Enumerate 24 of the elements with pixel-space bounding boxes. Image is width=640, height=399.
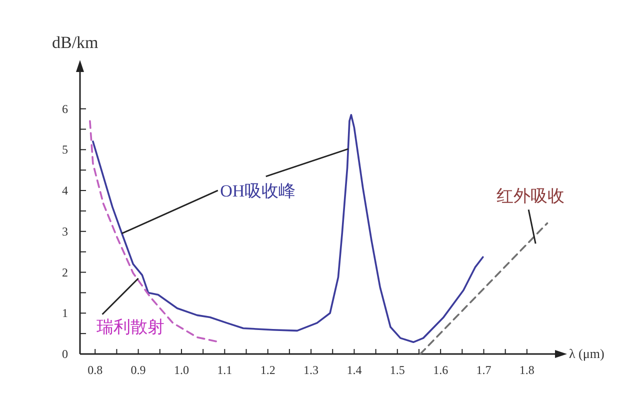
y-tick-label: 3	[62, 224, 68, 238]
annotation: OH吸收峰	[220, 181, 296, 200]
x-tick-label: 1.0	[174, 363, 189, 377]
x-tick-label: 0.9	[130, 363, 146, 377]
x-tick-label: 0.8	[88, 363, 103, 377]
x-tick-label: 1.3	[304, 363, 319, 377]
annotation: 红外吸收	[496, 186, 565, 206]
x-tick-label: 1.2	[260, 363, 276, 377]
x-axis-title: λ (μm)	[569, 346, 604, 361]
x-tick-label: 1.6	[433, 363, 448, 377]
x-tick-label: 1.7	[476, 363, 492, 377]
x-tick-label: 1.1	[217, 363, 232, 377]
annotation: 瑞利散射	[96, 317, 164, 336]
y-tick-label: 1	[62, 306, 68, 320]
x-tick-label: 1.5	[390, 363, 405, 377]
y-tick-label: 0	[62, 347, 68, 361]
y-tick-label: 2	[62, 265, 68, 280]
line-series	[92, 114, 484, 344]
y-tick-label: 4	[62, 184, 68, 198]
y-tick-label: 5	[62, 142, 68, 157]
x-tick-label: 1.8	[519, 363, 534, 377]
y-axis-title: dB/km	[52, 33, 98, 52]
x-tick-label: 1.4	[346, 363, 362, 377]
y-tick-label: 6	[62, 102, 68, 116]
